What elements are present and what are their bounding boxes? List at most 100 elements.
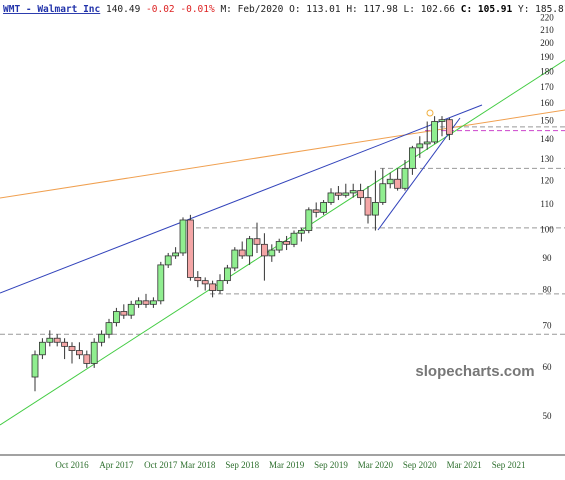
candle-body (283, 241, 291, 245)
candle-body (98, 333, 105, 343)
candle-body (179, 219, 187, 254)
x-tick-label: Mar 2019 (269, 460, 305, 470)
trendline-blue (0, 104, 483, 294)
open-value: O: 113.01 (289, 4, 341, 15)
candle-body (423, 141, 431, 145)
x-tick-label: Sep 2021 (492, 460, 526, 470)
candle-body (142, 300, 150, 305)
candle-body (297, 230, 305, 234)
candle-body (31, 354, 39, 378)
candle-body (113, 311, 120, 324)
y-tick-label: 170 (540, 82, 554, 92)
candle-body (445, 119, 453, 135)
candle-body (164, 255, 172, 266)
candle-body (238, 249, 246, 257)
candle-body (172, 252, 180, 257)
y-tick-label: 50 (543, 411, 553, 421)
candle-body (157, 264, 165, 302)
change: -0.02 (146, 4, 175, 15)
x-tick-label: Sep 2020 (403, 460, 437, 470)
candle-body (334, 192, 342, 196)
candle-body (194, 277, 202, 282)
y-tick-label: 80 (543, 285, 553, 295)
y-tick-label: 160 (540, 98, 554, 108)
candle-body (253, 238, 261, 245)
candle-body (46, 337, 54, 343)
candle-body (231, 249, 239, 269)
y-tick-label: 190 (540, 52, 554, 62)
x-tick-label: Oct 2017 (144, 460, 178, 470)
y-tick-label: 130 (540, 154, 554, 164)
candle-body (76, 350, 83, 356)
candle-body (416, 143, 424, 149)
candle-body (342, 192, 350, 196)
candle-body (290, 232, 298, 245)
candle-body (260, 243, 268, 257)
x-tick-label: Sep 2018 (225, 460, 259, 470)
candle-body (357, 190, 365, 199)
candle-body (371, 202, 379, 216)
x-tick-label: Sep 2019 (314, 460, 348, 470)
y-tick-label: 60 (543, 362, 553, 372)
candle-body (364, 197, 372, 216)
candle-body (201, 280, 209, 285)
candle-body (68, 345, 76, 351)
y-tick-label: 150 (540, 116, 554, 126)
x-tick-label: Oct 2016 (55, 460, 89, 470)
year-value: Y: 185.81 (518, 4, 565, 15)
candle-body (401, 167, 409, 189)
candle-body (105, 322, 113, 335)
candle-body (127, 303, 135, 316)
y-tick-label: 70 (543, 321, 553, 331)
y-tick-label: 120 (540, 176, 554, 186)
last-price: 140.49 (106, 4, 141, 15)
period: M: Feb/2020 (220, 4, 283, 15)
candle-body (431, 121, 439, 143)
trendline-blue-short (377, 117, 461, 231)
symbol[interactable]: WMT - Walmart Inc (3, 4, 100, 15)
candle-body (275, 241, 283, 251)
marker-circle (426, 109, 434, 117)
candle-body (61, 341, 68, 347)
y-tick-label: 210 (540, 25, 554, 35)
candle-body (305, 209, 313, 231)
low-value: L: 102.66 (404, 4, 456, 15)
y-tick-label: 90 (543, 253, 553, 263)
candle-body (408, 147, 416, 169)
candle-body (246, 238, 254, 257)
candle-body (216, 280, 224, 291)
y-tick-label: 110 (540, 199, 554, 209)
y-tick-label: 220 (540, 13, 554, 23)
candle-body (438, 119, 446, 122)
candle-body (83, 354, 91, 364)
y-tick-label: 180 (540, 67, 554, 77)
x-tick-label: Apr 2017 (99, 460, 134, 470)
trendline-orange (0, 109, 565, 199)
change-pct: -0.01% (180, 4, 215, 15)
candle-body (394, 178, 402, 189)
candle-body (268, 249, 276, 257)
y-tick-label: 140 (540, 134, 554, 144)
candle-body (90, 341, 98, 364)
candle-body (386, 178, 394, 185)
x-tick-label: Mar 2021 (447, 460, 482, 470)
candle-body (120, 311, 128, 316)
candle-body (186, 219, 194, 278)
candle-body (349, 190, 357, 194)
candle-body (320, 202, 328, 213)
high-value: H: 117.98 (346, 4, 398, 15)
y-tick-label: 200 (540, 38, 554, 48)
candle-body (135, 300, 143, 305)
axes: 50 60 70 80 90 100 110 120 130 140 150 160 170 180 190… (55, 13, 554, 471)
close-value: C: 105.91 (461, 4, 513, 15)
candle-body (53, 337, 61, 343)
candle-body (149, 300, 157, 305)
y-tick-label: 100 (540, 225, 554, 235)
watermark: slopecharts.com (415, 363, 534, 380)
candle-body (327, 192, 335, 203)
x-tick-label: Mar 2020 (358, 460, 394, 470)
candle-body (209, 283, 217, 291)
candles (31, 116, 453, 392)
